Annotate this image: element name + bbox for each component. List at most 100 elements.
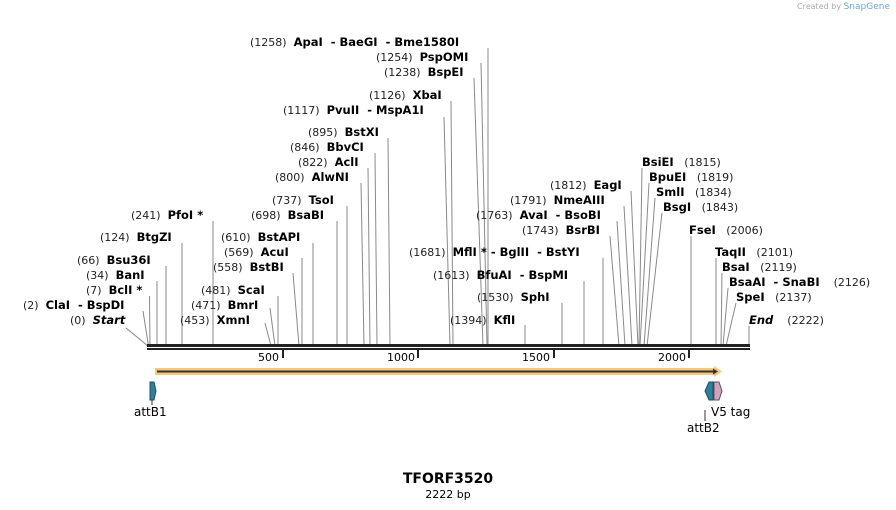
site-position: (2222) bbox=[787, 314, 824, 327]
feature-label-v5-tag[interactable]: V5 tag bbox=[711, 405, 751, 419]
site-xbai[interactable]: (1126) XbaI bbox=[369, 89, 442, 103]
site-bani[interactable]: (34) BanI bbox=[86, 269, 145, 283]
site-smli[interactable]: SmlI (1834) bbox=[656, 185, 732, 200]
site-position: (1394) bbox=[450, 314, 487, 327]
site-position: (1117) bbox=[283, 104, 320, 117]
site-name: EagI bbox=[593, 178, 622, 192]
site-bmri[interactable]: (471) BmrI bbox=[191, 298, 259, 313]
site-name: AcuI bbox=[260, 245, 289, 259]
site-name: BbvCI bbox=[326, 140, 364, 154]
site-position: (1819) bbox=[696, 171, 734, 184]
site-name: ScaI bbox=[237, 283, 265, 297]
site-position: (2) bbox=[23, 299, 39, 312]
site-bspei[interactable]: (1238) BspEI bbox=[384, 65, 464, 80]
site-name: TaqII bbox=[715, 245, 746, 259]
site-lines bbox=[125, 48, 750, 347]
site-bstxi[interactable]: (895) BstXI bbox=[308, 126, 379, 140]
site-acui[interactable]: (569) AcuI bbox=[224, 245, 289, 260]
site-bsabi[interactable]: (698) BsaBI bbox=[251, 209, 324, 223]
site-name: FseI bbox=[689, 223, 716, 237]
sequence-title: TFORF3520 bbox=[402, 471, 494, 487]
site-bcli[interactable]: (7) BclI * bbox=[86, 283, 143, 298]
site-end[interactable]: End (2222) bbox=[749, 313, 824, 328]
v5-tag-feature bbox=[713, 381, 723, 401]
site-bbvci[interactable]: (846) BbvCI bbox=[290, 140, 364, 155]
site-name: XmnI bbox=[216, 313, 250, 327]
site-name: End bbox=[749, 313, 774, 327]
site-bsiei[interactable]: BsiEI (1815) bbox=[642, 155, 721, 170]
site-name: TsoI bbox=[308, 193, 334, 207]
site-spei[interactable]: SpeI (2137) bbox=[736, 290, 812, 305]
feature-label-attb1[interactable]: attB1 bbox=[134, 405, 167, 419]
site-position: (1834) bbox=[695, 186, 732, 199]
site-sphi[interactable]: (1530) SphI bbox=[477, 290, 550, 305]
snapgene-logo: SnapGene bbox=[843, 2, 890, 12]
orf-arrow bbox=[155, 366, 722, 377]
site-clai[interactable]: (2) ClaI - BspDI bbox=[23, 299, 124, 313]
site-name: BclI * bbox=[108, 283, 143, 297]
site-bpuei[interactable]: BpuEI (1819) bbox=[649, 171, 734, 185]
site-name: AlwNI bbox=[311, 170, 349, 184]
site-name: BsiEI bbox=[642, 155, 674, 169]
site-position: (1681) bbox=[409, 246, 446, 259]
site-name: AvaI - BsoBI bbox=[519, 208, 601, 222]
snapgene-credit: Created by SnapGene bbox=[797, 2, 890, 12]
site-bsrbi[interactable]: (1743) BsrBI bbox=[522, 223, 600, 238]
site-pspomi[interactable]: (1254) PspOMI bbox=[376, 51, 468, 65]
site-name: BtgZI bbox=[136, 230, 172, 244]
feature-label-attb2[interactable]: attB2 bbox=[687, 421, 720, 435]
site-position: (7) bbox=[86, 284, 102, 297]
site-bstbi[interactable]: (558) BstBI bbox=[213, 261, 284, 275]
site-name: BsaAI - SnaBI bbox=[729, 275, 820, 289]
site-eagi[interactable]: (1812) EagI bbox=[550, 178, 622, 193]
site-position: (2119) bbox=[760, 261, 797, 274]
site-name: ApaI - BaeGI - Bme1580I bbox=[293, 35, 460, 49]
site-position: (1126) bbox=[369, 89, 406, 102]
site-avai[interactable]: (1763) AvaI - BsoBI bbox=[476, 208, 601, 223]
site-mfli[interactable]: (1681) MflI * - BglII - BstYI bbox=[409, 246, 580, 260]
site-pvuii[interactable]: (1117) PvuII - MspA1I bbox=[283, 104, 424, 118]
site-bstapi[interactable]: (610) BstAPI bbox=[221, 231, 300, 245]
site-alwni[interactable]: (800) AlwNI bbox=[275, 170, 349, 185]
site-taqii[interactable]: TaqII (2101) bbox=[715, 245, 793, 260]
site-bsu36i[interactable]: (66) Bsu36I bbox=[77, 254, 151, 268]
site-kfli[interactable]: (1394) KflI bbox=[450, 314, 515, 328]
created-by-text: Created by bbox=[797, 2, 842, 11]
site-position: (1812) bbox=[550, 179, 587, 192]
site-bsgi[interactable]: BsgI (1843) bbox=[663, 201, 739, 215]
sequence-length: 2222 bp bbox=[425, 488, 471, 501]
site-tsoi[interactable]: (737) TsoI bbox=[272, 193, 334, 208]
site-apai[interactable]: (1258) ApaI - BaeGI - Bme1580I bbox=[250, 35, 460, 50]
site-bsaai[interactable]: BsaAI - SnaBI (2126) bbox=[729, 275, 870, 290]
site-name: SpeI bbox=[736, 290, 765, 304]
backbone-top bbox=[147, 344, 750, 347]
site-position: (558) bbox=[213, 261, 243, 274]
site-position: (1843) bbox=[701, 201, 739, 214]
site-scai[interactable]: (481) ScaI bbox=[201, 283, 265, 298]
site-name: BsaI bbox=[722, 260, 750, 274]
site-name: SmlI bbox=[656, 185, 685, 199]
ruler-label-1000: 1000 bbox=[387, 351, 415, 364]
site-position: (66) bbox=[77, 254, 100, 267]
site-position: (2137) bbox=[775, 291, 812, 304]
site-position: (1238) bbox=[384, 66, 421, 79]
site-position: (1791) bbox=[510, 194, 547, 207]
site-position: (846) bbox=[290, 141, 320, 154]
site-position: (471) bbox=[191, 299, 221, 312]
site-btgzi[interactable]: (124) BtgZI bbox=[100, 230, 172, 245]
site-name: SphI bbox=[520, 290, 550, 304]
site-nmeaiii[interactable]: (1791) NmeAIII bbox=[510, 194, 605, 208]
site-bsai[interactable]: BsaI (2119) bbox=[722, 260, 797, 275]
attB1-feature bbox=[149, 381, 157, 401]
site-pfoi[interactable]: (241) PfoI * bbox=[131, 209, 203, 223]
site-acli[interactable]: (822) AclI bbox=[298, 156, 359, 170]
site-xmni[interactable]: (453) XmnI bbox=[180, 313, 250, 328]
site-bfuai[interactable]: (1613) BfuAI - BspMI bbox=[433, 269, 568, 283]
site-name: BsrBI bbox=[565, 223, 600, 237]
site-start[interactable]: (0) Start bbox=[70, 314, 125, 328]
site-fsei[interactable]: FseI (2006) bbox=[689, 223, 763, 238]
site-position: (895) bbox=[308, 126, 338, 139]
site-name: BspEI bbox=[427, 65, 464, 79]
site-name: BmrI bbox=[227, 298, 259, 312]
